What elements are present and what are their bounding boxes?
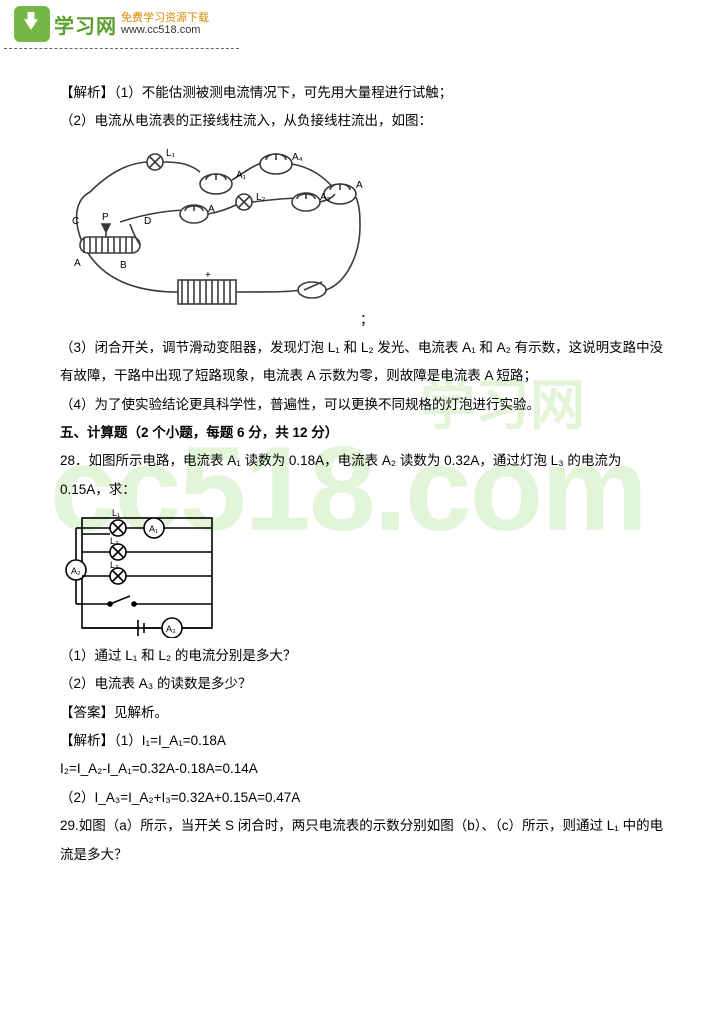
question-28: 28．如图所示电路，电流表 A₁ 读数为 0.18A，电流表 A₂ 读数为 0.… xyxy=(60,447,664,504)
question-28-2: （2）电流表 A₃ 的读数是多少？ xyxy=(60,670,664,698)
logo-tagline: 免费学习资源下载 xyxy=(121,12,209,24)
svg-text:A: A xyxy=(208,204,215,215)
logo-brand: 学习网 xyxy=(54,10,117,39)
logo-subtitle: 免费学习资源下载 www.cc518.com xyxy=(121,12,209,36)
svg-text:L₃: L₃ xyxy=(110,560,119,570)
svg-text:C: C xyxy=(72,216,79,227)
analysis-4: （4）为了使实验结论更具科学性，普遍性，可以更换不同规格的灯泡进行实验。 xyxy=(60,391,664,419)
solution-2: I₂=I_A₂-I_A₁=0.32A-0.18A=0.14A xyxy=(60,755,664,783)
question-28-1: （1）通过 L₁ 和 L₂ 的电流分别是多大？ xyxy=(60,642,664,670)
circuit-diagram-1: + xyxy=(60,142,370,312)
circuit-diagram-2: L₁ A₁ L₂ A₂ L₃ A₃ xyxy=(60,508,230,638)
svg-text:L₁: L₁ xyxy=(166,148,176,159)
svg-text:A₂: A₂ xyxy=(320,192,331,203)
analysis-2: （2）电流从电流表的正接线柱流入，从负接线柱流出，如图： xyxy=(60,107,664,135)
solution-3: （2）I_A₃=I_A₂+I₃=0.32A+0.15A=0.47A xyxy=(60,784,664,812)
svg-text:P: P xyxy=(102,212,109,223)
logo-arrow-icon xyxy=(14,6,50,42)
svg-text:A₁: A₁ xyxy=(149,524,158,534)
solution-1: 【解析】（1）I₁=I_A₁=0.18A xyxy=(60,727,664,755)
svg-text:L₂: L₂ xyxy=(110,536,119,546)
svg-text:A₃: A₃ xyxy=(166,624,176,634)
document-body: 【解析】（1）不能估测被测电流情况下，可先用大量程进行试触； （2）电流从电流表… xyxy=(0,49,724,869)
svg-text:A₂: A₂ xyxy=(71,566,81,576)
svg-text:A: A xyxy=(74,258,81,269)
logo-url: www.cc518.com xyxy=(121,24,209,36)
svg-text:A: A xyxy=(356,180,363,191)
svg-text:L₂: L₂ xyxy=(256,192,266,203)
svg-text:B: B xyxy=(120,260,127,271)
svg-text:+: + xyxy=(205,270,211,281)
analysis-3: （3）闭合开关，调节滑动变阻器，发现灯泡 L₁ 和 L₂ 发光、电流表 A₁ 和… xyxy=(60,334,664,391)
section-5-heading: 五、计算题（2 个小题，每题 6 分，共 12 分） xyxy=(60,419,664,447)
svg-text:D: D xyxy=(144,216,151,227)
analysis-1: 【解析】（1）不能估测被测电流情况下，可先用大量程进行试触； xyxy=(60,79,664,107)
answer-label: 【答案】见解析。 xyxy=(60,699,664,727)
svg-text:A₁: A₁ xyxy=(236,170,247,181)
question-29: 29.如图（a）所示，当开关 S 闭合时，两只电流表的示数分别如图（b）、（c）… xyxy=(60,812,664,869)
site-logo-bar: 学习网 免费学习资源下载 www.cc518.com xyxy=(4,0,239,49)
svg-text:A₄: A₄ xyxy=(292,152,303,163)
svg-text:L₁: L₁ xyxy=(112,508,120,518)
